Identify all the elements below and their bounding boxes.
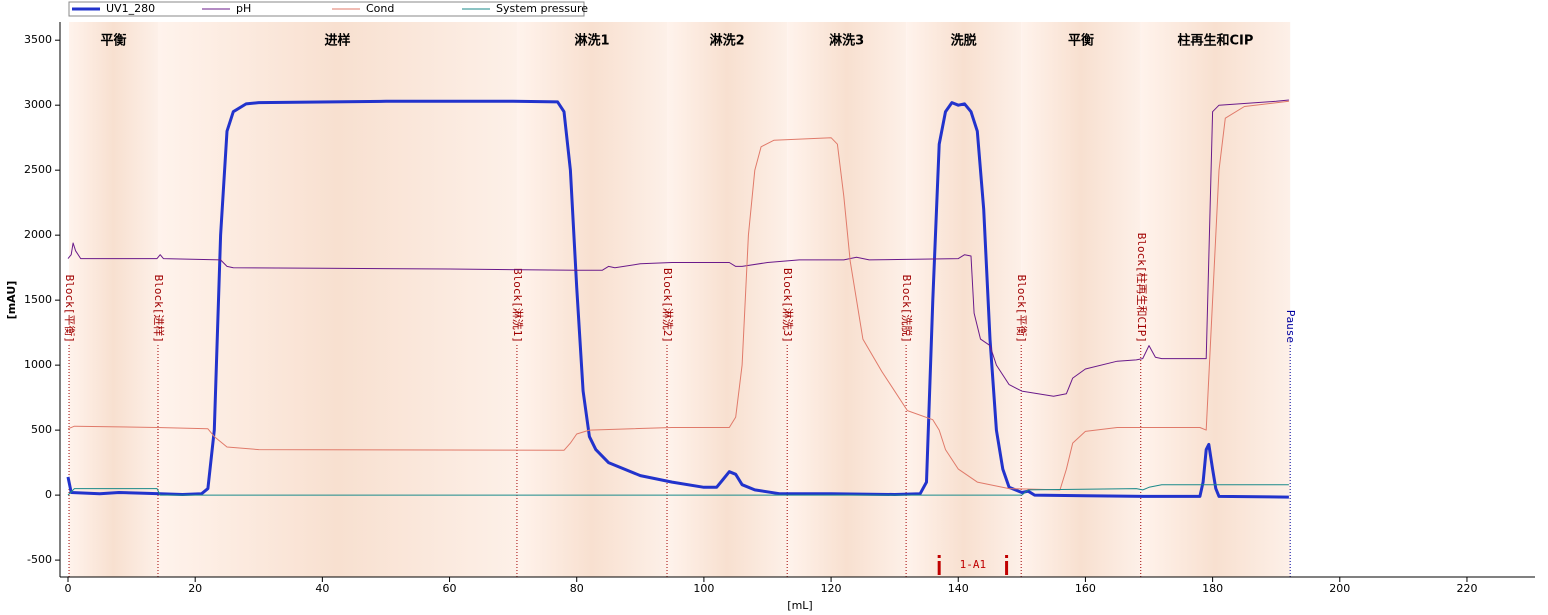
event-label: Block[淋洗1] bbox=[511, 268, 524, 343]
event-label: Block[淋洗3] bbox=[781, 268, 794, 343]
event-label: Block[洗脱] bbox=[900, 275, 914, 343]
x-tick-label: 120 bbox=[821, 582, 842, 595]
y-tick-label: 1500 bbox=[24, 293, 52, 306]
phase-band bbox=[1021, 22, 1141, 577]
x-tick-label: 40 bbox=[315, 582, 329, 595]
series-line bbox=[67, 100, 1289, 491]
y-tick-label: 500 bbox=[31, 423, 52, 436]
x-tick-label: 0 bbox=[65, 582, 72, 595]
fraction-dot bbox=[1005, 555, 1009, 558]
y-tick-label: 0 bbox=[45, 488, 52, 501]
phase-band bbox=[787, 22, 907, 577]
y-tick-label: -500 bbox=[27, 553, 52, 566]
phase-label: 平衡 bbox=[101, 33, 127, 49]
event-label: Block[平衡] bbox=[1015, 275, 1028, 343]
x-tick-label: 20 bbox=[188, 582, 202, 595]
event-label: Pause bbox=[1284, 310, 1297, 343]
series-line bbox=[67, 99, 1289, 397]
legend-box bbox=[68, 1, 585, 17]
x-tick-label: 60 bbox=[443, 582, 457, 595]
x-tick-label: 80 bbox=[570, 582, 584, 595]
series-line bbox=[67, 484, 1289, 496]
phase-band bbox=[1140, 22, 1291, 577]
x-tick-label: 140 bbox=[948, 582, 969, 595]
phase-band bbox=[516, 22, 668, 577]
x-tick-label: 200 bbox=[1329, 582, 1350, 595]
phase-label: 淋洗3 bbox=[829, 33, 864, 49]
fraction-mark bbox=[937, 561, 941, 575]
legend-label: Cond bbox=[366, 2, 394, 15]
y-tick-label: 2000 bbox=[24, 228, 52, 241]
event-label: Block[淋洗2] bbox=[661, 268, 674, 343]
fraction-dot bbox=[937, 555, 941, 558]
x-tick-label: 180 bbox=[1202, 582, 1223, 595]
x-tick-label: 100 bbox=[693, 582, 714, 595]
phase-band bbox=[667, 22, 788, 577]
phase-band bbox=[69, 22, 158, 577]
phase-label: 平衡 bbox=[1068, 33, 1094, 49]
legend-label: System pressure bbox=[496, 2, 588, 15]
phase-label: 进样 bbox=[324, 33, 350, 49]
fraction-label: 1-A1 bbox=[960, 558, 987, 571]
phase-label: 洗脱 bbox=[951, 33, 977, 49]
y-axis-label: [mAU] bbox=[5, 281, 18, 320]
event-label: Block[柱再生和CIP] bbox=[1135, 233, 1149, 343]
phase-label: 柱再生和CIP bbox=[1178, 33, 1254, 49]
series-line bbox=[66, 99, 1289, 499]
fraction-mark bbox=[1005, 561, 1009, 575]
event-label: Block[平衡] bbox=[63, 275, 76, 343]
y-tick-label: 3000 bbox=[24, 98, 52, 111]
legend-label: pH bbox=[236, 2, 251, 15]
y-tick-label: 2500 bbox=[24, 163, 52, 176]
x-tick-label: 220 bbox=[1456, 582, 1477, 595]
phase-label: 淋洗2 bbox=[710, 33, 745, 49]
y-tick-label: 1000 bbox=[24, 358, 52, 371]
legend-label: UV1_280 bbox=[106, 2, 155, 15]
phase-label: 淋洗1 bbox=[574, 33, 609, 49]
y-tick-label: 3500 bbox=[24, 33, 52, 46]
phase-band bbox=[157, 22, 517, 577]
event-label: Block[进样] bbox=[152, 275, 166, 343]
x-axis-label: [mL] bbox=[787, 599, 812, 612]
x-tick-label: 160 bbox=[1075, 582, 1096, 595]
